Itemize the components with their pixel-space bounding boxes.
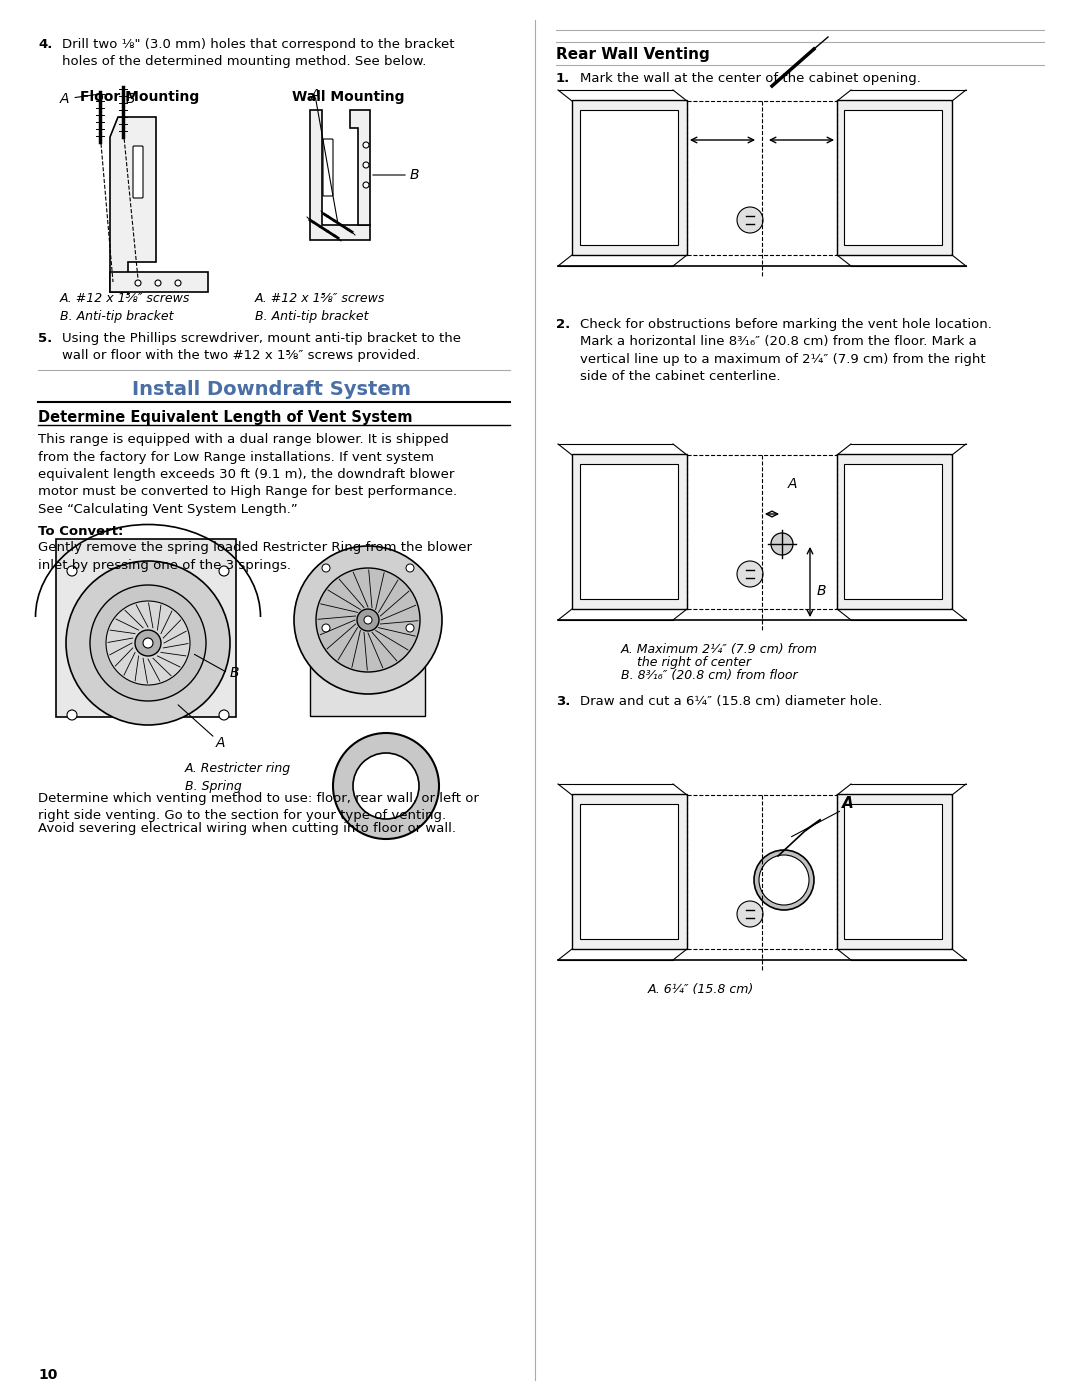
Circle shape [357,609,379,631]
Circle shape [67,566,77,576]
FancyBboxPatch shape [843,110,942,244]
Circle shape [363,162,369,168]
Text: 10: 10 [38,1368,57,1382]
Polygon shape [310,110,370,240]
FancyBboxPatch shape [310,617,426,717]
Circle shape [316,569,420,672]
FancyBboxPatch shape [572,793,687,949]
Circle shape [771,534,793,555]
FancyBboxPatch shape [843,805,942,939]
Polygon shape [350,110,370,225]
Text: A: A [60,92,97,106]
Circle shape [353,753,419,819]
FancyBboxPatch shape [572,101,687,256]
FancyBboxPatch shape [837,793,951,949]
Circle shape [294,546,442,694]
FancyBboxPatch shape [580,110,678,244]
Text: Mark the wall at the center of the cabinet opening.: Mark the wall at the center of the cabin… [580,73,921,85]
Circle shape [363,182,369,189]
Text: Avoid severing electrical wiring when cutting into floor or wall.: Avoid severing electrical wiring when cu… [38,821,456,835]
Text: Floor Mounting: Floor Mounting [80,89,200,103]
Text: B: B [123,89,135,106]
Circle shape [106,601,190,685]
Text: To Convert:: To Convert: [38,525,123,538]
Text: A. Maximum 2¼″ (7.9 cm) from: A. Maximum 2¼″ (7.9 cm) from [621,643,818,657]
Circle shape [737,207,762,233]
Text: Determine Equivalent Length of Vent System: Determine Equivalent Length of Vent Syst… [38,409,413,425]
Text: 3.: 3. [556,694,570,708]
Circle shape [333,733,438,840]
Text: 1.: 1. [556,73,570,85]
Text: A: A [310,88,320,102]
Circle shape [322,624,330,631]
Circle shape [219,566,229,576]
Text: B: B [410,168,419,182]
Circle shape [90,585,206,701]
Circle shape [175,279,181,286]
Text: A: A [216,736,226,750]
Text: Using the Phillips screwdriver, mount anti-tip bracket to the
wall or floor with: Using the Phillips screwdriver, mount an… [62,332,461,362]
Circle shape [143,638,153,648]
Text: 4.: 4. [38,38,52,52]
Circle shape [322,564,330,571]
Circle shape [156,279,161,286]
FancyBboxPatch shape [837,101,951,256]
Circle shape [66,562,230,725]
Circle shape [406,624,414,631]
Circle shape [406,564,414,571]
Circle shape [754,849,814,909]
FancyBboxPatch shape [837,454,951,609]
Text: 5.: 5. [38,332,52,345]
Text: Check for obstructions before marking the vent hole location.
Mark a horizontal : Check for obstructions before marking th… [580,319,991,384]
FancyBboxPatch shape [133,147,143,198]
Text: Drill two ⅛" (3.0 mm) holes that correspond to the bracket
holes of the determin: Drill two ⅛" (3.0 mm) holes that corresp… [62,38,455,68]
Circle shape [135,279,141,286]
Circle shape [135,630,161,657]
Text: 2.: 2. [556,319,570,331]
Text: Determine which venting method to use: floor, rear wall, or left or
right side v: Determine which venting method to use: f… [38,792,478,823]
Text: Draw and cut a 6¼″ (15.8 cm) diameter hole.: Draw and cut a 6¼″ (15.8 cm) diameter ho… [580,694,882,708]
Text: A. 6¼″ (15.8 cm): A. 6¼″ (15.8 cm) [648,983,754,996]
FancyBboxPatch shape [580,805,678,939]
Text: A: A [788,476,797,490]
FancyBboxPatch shape [580,464,678,599]
Text: B: B [230,666,240,680]
FancyBboxPatch shape [56,539,237,717]
Circle shape [364,616,372,624]
Text: A. #12 x 1⅝″ screws
B. Anti-tip bracket: A. #12 x 1⅝″ screws B. Anti-tip bracket [60,292,190,323]
Text: Gently remove the spring loaded Restricter Ring from the blower
inlet by pressin: Gently remove the spring loaded Restrict… [38,541,472,571]
Text: B. 8³⁄₁₆″ (20.8 cm) from floor: B. 8³⁄₁₆″ (20.8 cm) from floor [621,669,798,682]
Text: This range is equipped with a dual range blower. It is shipped
from the factory : This range is equipped with a dual range… [38,433,457,515]
Polygon shape [110,272,208,292]
Text: Install Downdraft System: Install Downdraft System [133,380,411,400]
Circle shape [67,710,77,719]
Text: A: A [842,796,854,812]
Circle shape [737,562,762,587]
Text: the right of center: the right of center [621,657,751,669]
Polygon shape [110,117,156,292]
FancyBboxPatch shape [323,138,333,196]
Text: B: B [816,584,826,598]
Circle shape [363,142,369,148]
FancyBboxPatch shape [572,454,687,609]
Text: Rear Wall Venting: Rear Wall Venting [556,47,710,61]
Circle shape [737,901,762,928]
Circle shape [219,710,229,719]
Text: A. Restricter ring
B. Spring: A. Restricter ring B. Spring [185,761,292,793]
FancyBboxPatch shape [843,464,942,599]
Text: A. #12 x 1⅝″ screws
B. Anti-tip bracket: A. #12 x 1⅝″ screws B. Anti-tip bracket [255,292,386,323]
Text: Wall Mounting: Wall Mounting [292,89,404,103]
Circle shape [759,855,809,905]
